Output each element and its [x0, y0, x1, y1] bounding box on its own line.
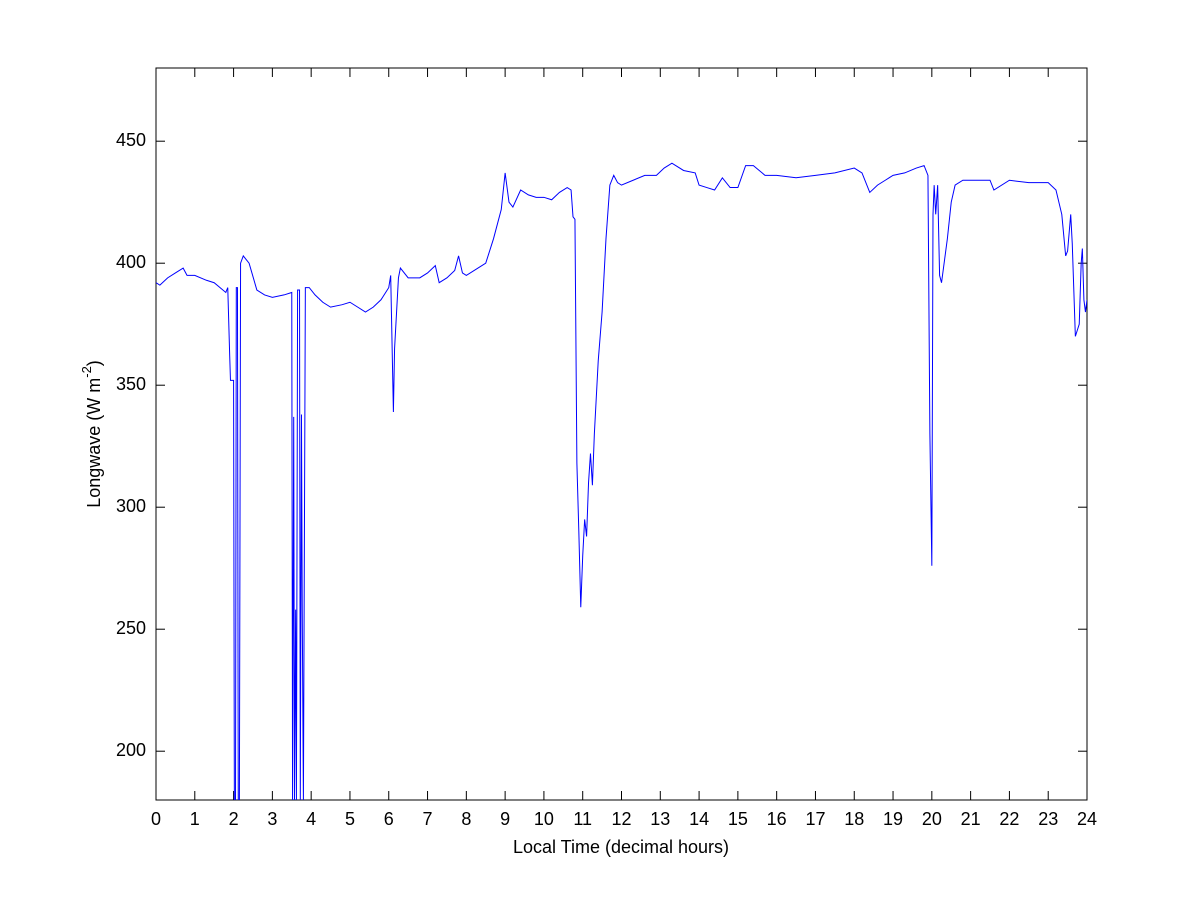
- x-tick-label: 12: [611, 809, 631, 829]
- y-axis-label-suffix: ): [84, 360, 104, 366]
- y-axis-label-sup: -2: [79, 366, 94, 378]
- x-tick-label: 23: [1038, 809, 1058, 829]
- x-tick-label: 15: [728, 809, 748, 829]
- x-tick-label: 3: [267, 809, 277, 829]
- y-axis-label: Longwave (W m-2): [79, 360, 103, 508]
- x-tick-label: 24: [1077, 809, 1097, 829]
- x-tick-label: 4: [306, 809, 316, 829]
- x-tick-label: 20: [922, 809, 942, 829]
- x-tick-label: 6: [384, 809, 394, 829]
- x-tick-label: 14: [689, 809, 709, 829]
- y-tick-label: 450: [116, 130, 146, 150]
- y-tick-label: 200: [116, 740, 146, 760]
- y-tick-label: 350: [116, 374, 146, 394]
- x-tick-label: 10: [534, 809, 554, 829]
- data-line: [156, 162, 1087, 800]
- x-tick-label: 19: [883, 809, 903, 829]
- x-tick-label: 9: [500, 809, 510, 829]
- y-tick-label: 400: [116, 252, 146, 272]
- x-tick-label: 1: [190, 809, 200, 829]
- x-tick-label: 16: [767, 809, 787, 829]
- y-axis-label-text: Longwave (W m: [84, 378, 104, 508]
- x-tick-label: 7: [423, 809, 433, 829]
- x-tick-label: 22: [999, 809, 1019, 829]
- x-tick-label: 18: [844, 809, 864, 829]
- x-tick-label: 2: [229, 809, 239, 829]
- x-tick-label: 11: [573, 809, 592, 829]
- x-tick-label: 5: [345, 809, 355, 829]
- x-tick-label: 13: [650, 809, 670, 829]
- x-axis-label: Local Time (decimal hours): [513, 837, 729, 857]
- x-tick-label: 8: [461, 809, 471, 829]
- x-tick-label: 17: [805, 809, 825, 829]
- y-tick-label: 300: [116, 496, 146, 516]
- x-tick-label: 21: [961, 809, 981, 829]
- x-tick-label: 0: [151, 809, 161, 829]
- y-tick-label: 250: [116, 618, 146, 638]
